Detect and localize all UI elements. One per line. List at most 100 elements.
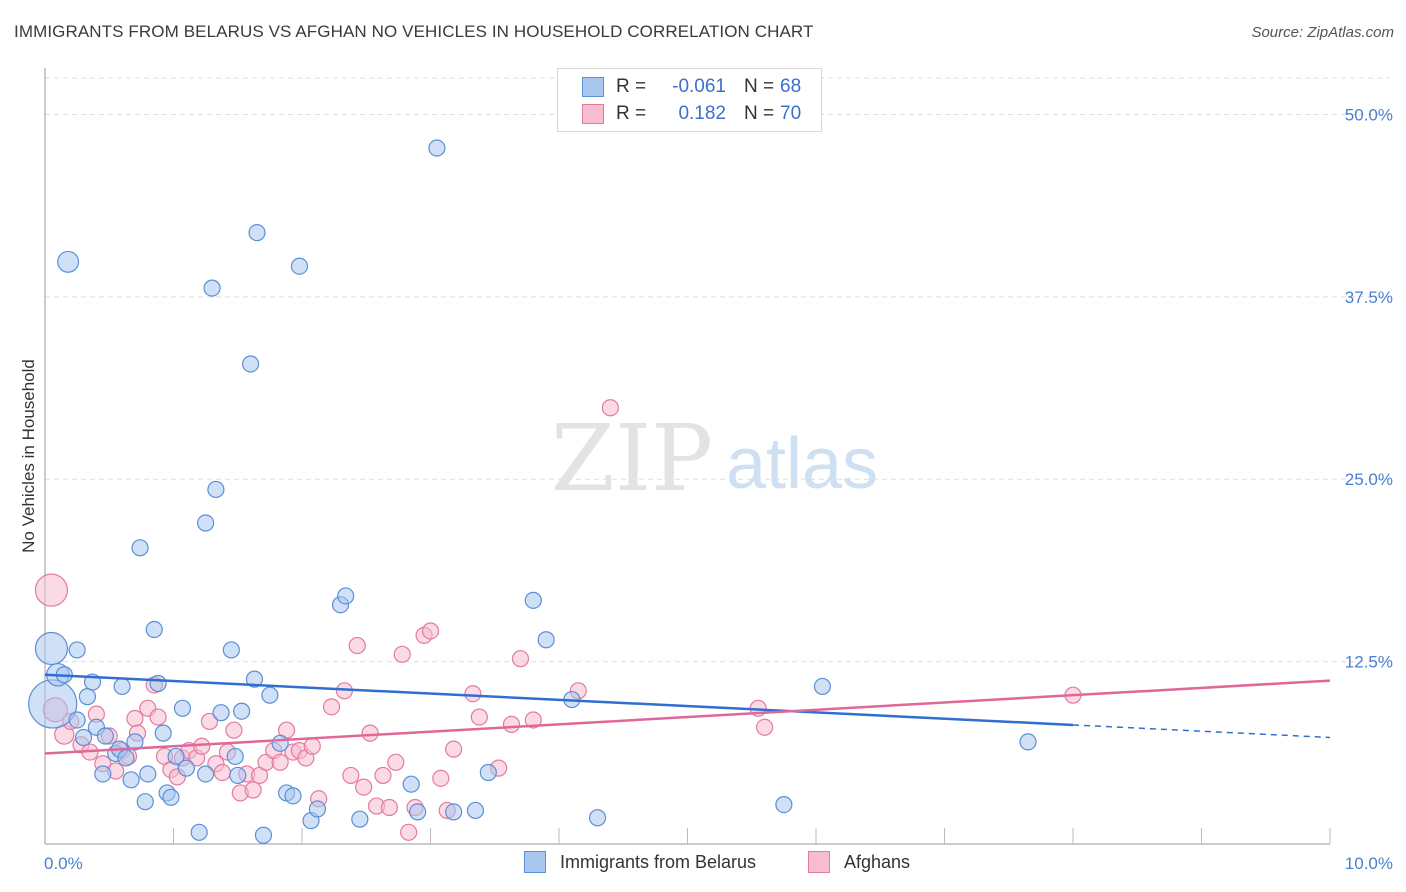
belarus-point — [68, 641, 86, 659]
afghans-point — [355, 778, 373, 796]
belarus-point — [96, 727, 114, 745]
afghans-point — [755, 718, 774, 736]
belarus-point — [197, 765, 215, 783]
belarus-point — [233, 702, 251, 720]
afghans-point — [464, 685, 482, 703]
watermark-atlas: atlas — [726, 424, 878, 504]
belarus-point — [173, 699, 192, 717]
legend-swatch-blue — [582, 77, 604, 97]
legend-r-label: R = — [616, 103, 647, 124]
belarus-point — [167, 747, 185, 766]
belarus-point — [154, 724, 172, 742]
afghans-point — [348, 636, 366, 655]
legend-swatch-pink — [582, 104, 604, 124]
legend-row-afghans: R = 0.182 N = 70 — [582, 102, 801, 126]
belarus-point — [813, 677, 832, 696]
chart-title: IMMIGRANTS FROM BELARUS VS AFGHAN NO VEH… — [14, 22, 814, 41]
legend-n-value: 70 — [780, 103, 802, 124]
legend-r-label: R = — [616, 76, 647, 97]
correlation-legend: R = -0.061 N = 68 R = 0.182 N = 70 — [557, 68, 822, 132]
legend-n-label: N = — [744, 103, 775, 124]
belarus-point — [78, 688, 97, 706]
legend-swatch-pink — [808, 851, 830, 873]
legend-item-afghans[interactable]: Afghans — [808, 851, 910, 873]
legend-label-afghans: Afghans — [844, 851, 911, 872]
belarus-point — [162, 788, 180, 806]
afghans-point — [193, 737, 211, 755]
afghans-point — [470, 708, 488, 726]
belarus-point — [537, 631, 555, 649]
belarus-point — [57, 250, 80, 273]
afghans-point — [34, 573, 69, 607]
grid-lines — [45, 77, 1390, 663]
x-tick-label: 10.0% — [1345, 854, 1393, 873]
belarus-point — [226, 747, 244, 766]
afghans-point — [421, 622, 440, 640]
belarus-point — [479, 763, 497, 782]
belarus-point — [68, 711, 86, 729]
afghans-point — [387, 753, 405, 771]
belarus-point — [131, 539, 149, 557]
y-tick-label: 37.5% — [1345, 288, 1393, 307]
source-credit: Source: ZipAtlas.com — [1251, 24, 1394, 41]
afghans-point — [342, 766, 360, 785]
belarus-point — [242, 355, 260, 373]
watermark: ZIP atlas — [551, 405, 878, 512]
belarus-point — [139, 765, 157, 783]
belarus-point — [190, 823, 208, 841]
watermark-zip: ZIP — [551, 405, 713, 512]
belarus-point — [207, 480, 225, 499]
afghans-point — [380, 798, 398, 817]
belarus-point — [1019, 733, 1037, 751]
belarus-point — [222, 641, 240, 659]
afghans-point — [601, 399, 620, 417]
belarus-point — [351, 810, 369, 828]
belarus-point — [775, 796, 793, 814]
y-axis-label: No Vehicles in Household — [19, 359, 38, 553]
afghans-trend-line — [44, 679, 1331, 755]
x-tick-labels: 0.0% 10.0% — [44, 854, 1393, 873]
legend-row-belarus: R = -0.061 N = 68 — [582, 75, 801, 99]
trend-lines — [44, 673, 1331, 755]
belarus-point — [126, 733, 144, 751]
afghans-point — [432, 769, 450, 787]
belarus-point — [271, 734, 289, 752]
afghans-point — [524, 711, 542, 729]
belarus-point — [245, 670, 264, 688]
y-tick-label: 25.0% — [1345, 470, 1393, 489]
legend-n-value: 68 — [780, 76, 802, 97]
afghans-point — [502, 715, 521, 733]
belarus-point — [74, 728, 93, 747]
belarus-point — [136, 793, 154, 811]
belarus-point — [113, 677, 131, 696]
belarus-point — [122, 771, 140, 789]
belarus-point — [337, 587, 355, 605]
afghans-point — [200, 712, 219, 731]
belarus-point — [428, 139, 446, 157]
afghans-point — [511, 650, 530, 668]
afghans-point — [213, 763, 231, 782]
afghans-point — [374, 766, 392, 785]
legend-n-label: N = — [744, 76, 775, 97]
belarus-point — [290, 257, 309, 275]
belarus-point — [145, 620, 163, 639]
belarus-trend-line-dashed — [1072, 724, 1331, 739]
legend-item-belarus[interactable]: Immigrants from Belarus — [524, 851, 756, 873]
afghans-point — [445, 740, 463, 758]
legend-r-value: -0.061 — [672, 76, 726, 97]
belarus-trend-line — [44, 673, 1074, 727]
belarus-point — [117, 749, 135, 767]
legend-r-value: 0.182 — [678, 103, 726, 124]
afghans-point — [225, 721, 243, 739]
x-tick-label: 0.0% — [44, 854, 83, 873]
belarus-point — [261, 686, 279, 704]
belarus-point — [94, 765, 112, 783]
y-tick-label: 12.5% — [1345, 653, 1393, 672]
afghans-point — [322, 698, 341, 716]
legend-label-belarus: Immigrants from Belarus — [560, 851, 757, 872]
belarus-point — [254, 826, 273, 844]
belarus-point — [34, 631, 69, 666]
afghans-point — [149, 708, 167, 726]
belarus-point — [588, 809, 607, 827]
